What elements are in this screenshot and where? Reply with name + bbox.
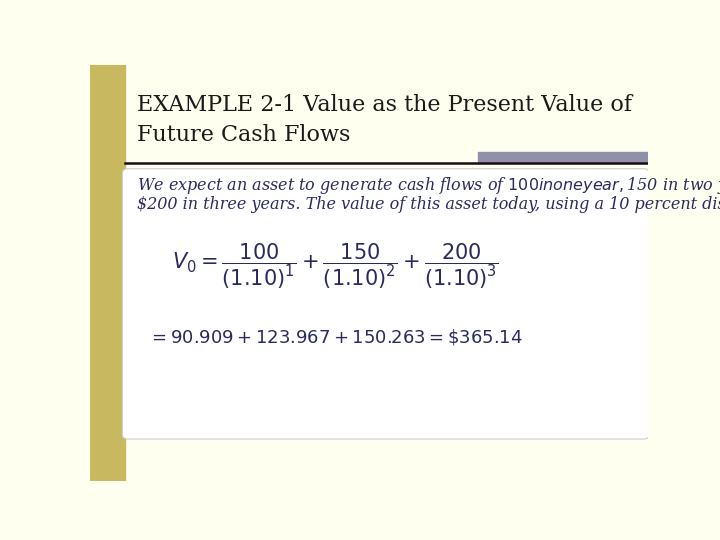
Bar <box>90 65 125 481</box>
Text: We expect an asset to generate cash flows of $100 in one year, $150 in two years: We expect an asset to generate cash flow… <box>138 175 720 196</box>
Text: $V_0 = \dfrac{100}{(1.10)^1} + \dfrac{150}{(1.10)^2} + \dfrac{200}{(1.10)^3}$: $V_0 = \dfrac{100}{(1.10)^1} + \dfrac{15… <box>172 241 499 291</box>
Text: $200 in three years. The value of this asset today, using a 10 percent discount : $200 in three years. The value of this a… <box>138 196 720 213</box>
Text: EXAMPLE 2-1 Value as the Present Value of
Future Cash Flows: EXAMPLE 2-1 Value as the Present Value o… <box>138 94 632 146</box>
Bar <box>478 152 648 163</box>
FancyBboxPatch shape <box>122 168 649 439</box>
Text: $= 90.909 + 123.967 + 150.263 = \$365.14$: $= 90.909 + 123.967 + 150.263 = \$365.14… <box>148 327 523 347</box>
